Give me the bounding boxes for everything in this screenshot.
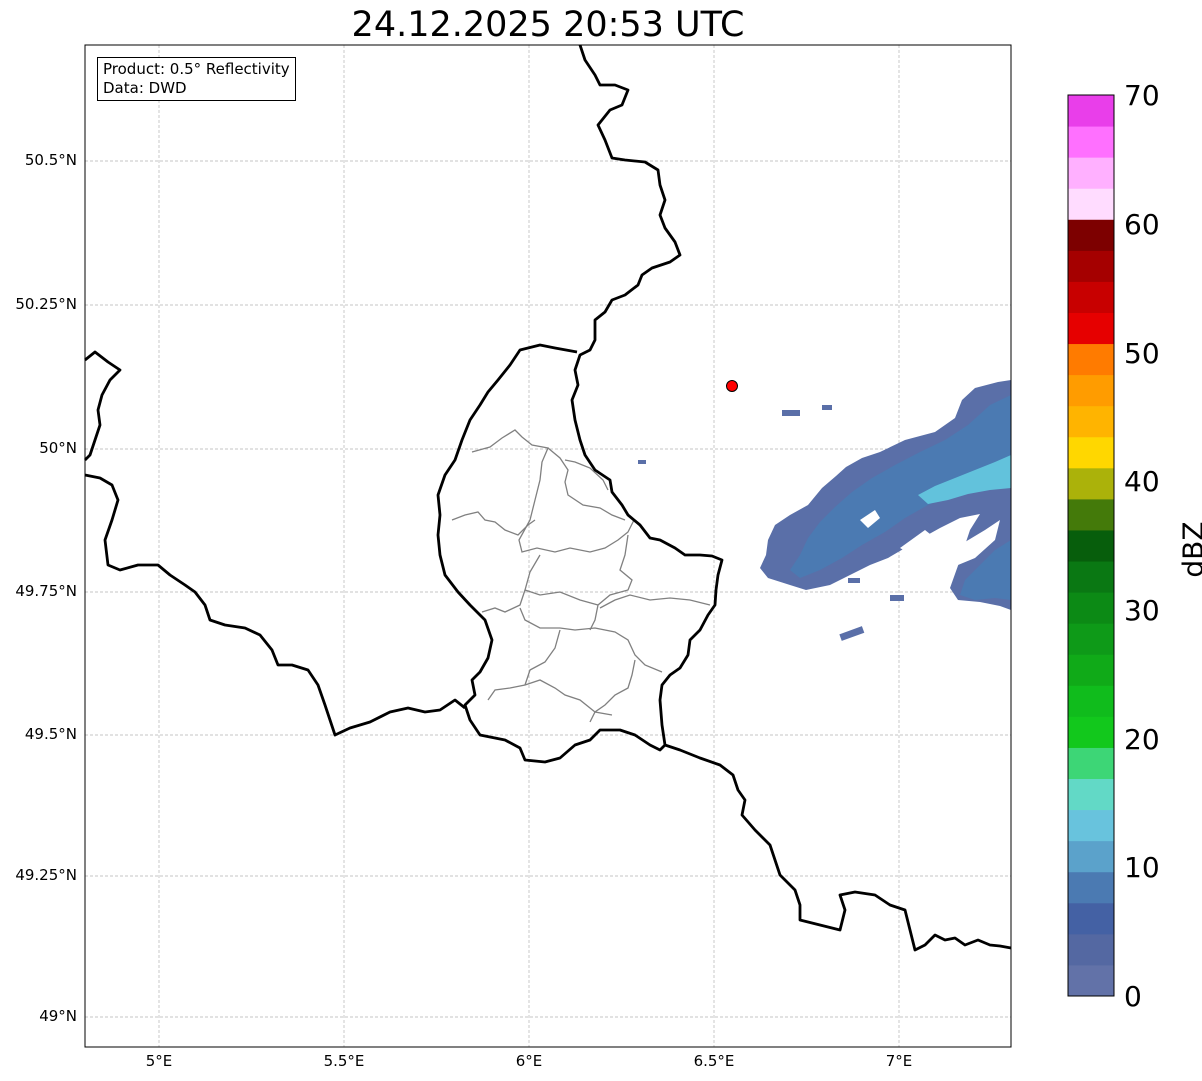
colorbar-segment [1068,126,1114,158]
colorbar-segment [1068,902,1114,935]
lat-tick-50-25: 50.25°N [15,295,77,313]
lat-tick-49-25: 49.25°N [15,866,77,884]
lat-tick-49: 49°N [39,1007,77,1025]
colorbar-segment [1068,685,1114,717]
echo-speck-3 [782,410,800,416]
colorbar-segment [1068,933,1114,966]
precipitation-echoes [638,380,1011,641]
cb-tick-70: 70 [1124,79,1160,112]
colorbar-segment [1068,157,1114,189]
data-source-label: Data: DWD [103,79,187,97]
admin-boundaries [451,429,711,723]
cb-tick-30: 30 [1124,594,1160,627]
border-belgium-north [84,350,122,461]
echo-speck-6 [848,578,860,583]
colorbar-segment [1068,809,1114,842]
lat-tick-50: 50°N [39,439,77,457]
colorbar-segment [1068,467,1114,500]
lat-tick-49-75: 49.75°N [15,582,77,600]
map-frame [84,44,1012,1048]
echo-speck-5 [890,595,904,601]
lon-tick-7: 7°E [885,1052,913,1070]
colorbar [1068,95,1114,997]
map-title: 24.12.2025 20:53 UTC [351,5,745,45]
border-belgium-france [84,473,466,737]
colorbar-segment [1068,778,1114,811]
colorbar-segment [1068,312,1114,345]
lon-tick-5-5: 5.5°E [323,1052,365,1070]
colorbar-segment [1068,436,1114,469]
colorbar-segment [1068,623,1114,655]
colorbar-segment [1068,219,1114,251]
colorbar-segment [1068,250,1114,282]
lon-tick-6-5: 6.5°E [693,1052,735,1070]
lon-tick-5: 5°E [145,1052,173,1070]
echo-speck-1 [839,626,865,641]
echo-speck-4 [822,405,832,410]
info-box: Product: 0.5° Reflectivity Data: DWD [97,57,296,101]
border-germany-west [570,44,1012,952]
graticule [85,45,1011,1047]
colorbar-segment [1068,716,1114,748]
colorbar-segment [1068,529,1114,562]
colorbar-segment [1068,654,1114,686]
echo-hole-1 [860,510,880,528]
colorbar-segment [1068,188,1114,220]
echo-band-mid [790,395,1011,578]
colorbar-segment [1068,840,1114,873]
cb-tick-20: 20 [1124,723,1160,756]
colorbar-segment [1068,95,1114,127]
colorbar-label: dBZ [1176,521,1202,578]
echo-hole-3 [900,530,935,555]
colorbar-segment [1068,405,1114,438]
cb-tick-60: 60 [1124,208,1160,241]
lat-tick-50-5: 50.5°N [24,151,77,169]
colorbar-frame [1067,94,1115,997]
echo-band-core [918,455,1011,504]
colorbar-segment [1068,592,1114,624]
national-borders [84,44,1012,952]
colorbar-segment [1068,374,1114,407]
echo-hole-2 [958,520,1000,565]
colorbar-segment [1068,343,1114,376]
cb-tick-40: 40 [1124,465,1160,498]
colorbar-segment [1068,281,1114,313]
colorbar-segment [1068,498,1114,531]
colorbar-segment [1068,871,1114,904]
echo-band-south [960,540,1011,600]
cb-tick-0: 0 [1124,980,1142,1013]
colorbar-segment [1068,964,1114,997]
cb-tick-50: 50 [1124,337,1160,370]
echo-speck-2 [638,460,646,464]
product-label: Product: 0.5° Reflectivity [103,60,290,78]
lat-tick-49-5: 49.5°N [24,725,77,743]
colorbar-segment [1068,747,1114,780]
border-luxembourg [436,343,666,764]
lon-tick-6: 6°E [515,1052,543,1070]
cb-tick-10: 10 [1124,851,1160,884]
colorbar-segment [1068,561,1114,593]
radar-site-marker[interactable] [726,380,738,392]
